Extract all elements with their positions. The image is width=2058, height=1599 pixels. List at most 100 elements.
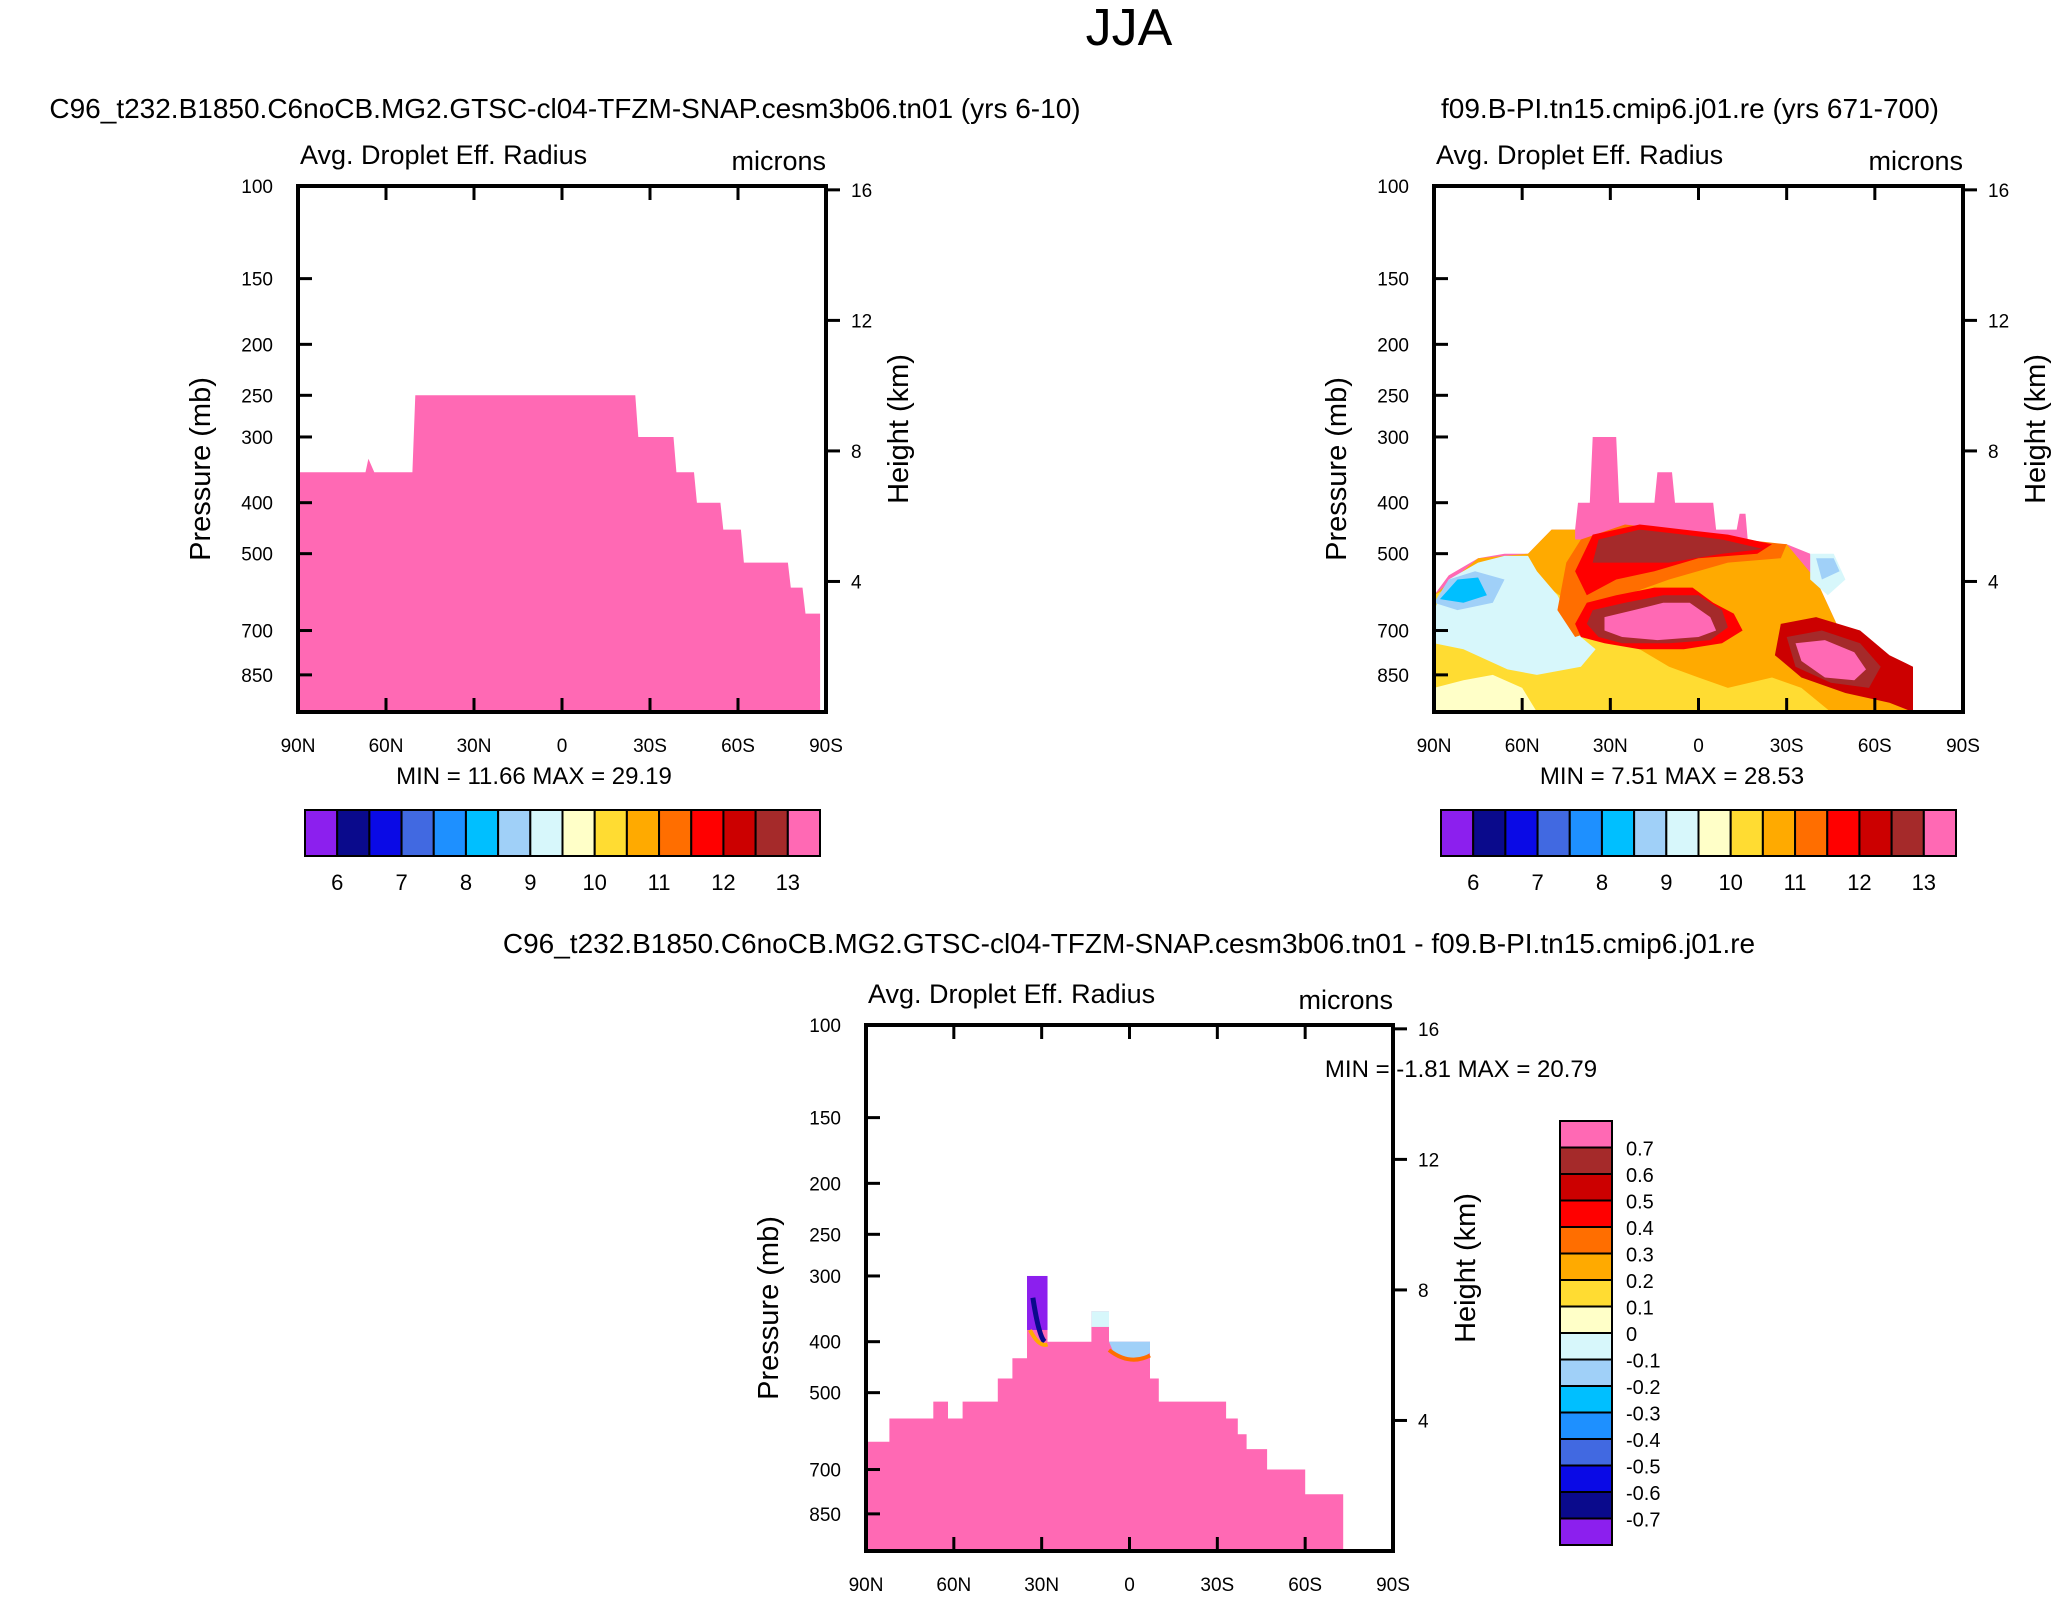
- field-contours: [1027, 1275, 1151, 1362]
- x-axis: 90N 60N 30N 0 30S 60S 90S: [849, 1025, 1410, 1596]
- y-axis: 100 150 200 250 300 400 500 700 850: [241, 177, 312, 687]
- figure-title: JJA: [1086, 0, 1173, 57]
- y-tick-label: 150: [1377, 270, 1409, 291]
- colorbar: 0.7 0.6 0.5 0.4 0.3 0.2 0.1 0 -0.1 -0.2 -0.3 -0.4 -0…: [1559, 1120, 1660, 1546]
- colorbar-swatch: [1504, 809, 1539, 857]
- variable-label: Avg. Droplet Eff. Radius: [868, 979, 1155, 1009]
- units-label: microns: [1298, 985, 1393, 1015]
- colorbar-swatch: [368, 809, 403, 857]
- x-tick-label: 30N: [1593, 736, 1628, 757]
- colorbar-swatch: [336, 809, 371, 857]
- colorbar-swatch: [1890, 809, 1925, 857]
- y2-axis-label: Height (km): [2020, 354, 2052, 504]
- colorbar-label: 9: [1660, 870, 1672, 895]
- colorbar-label: 13: [1912, 870, 1936, 895]
- colorbar-swatch: [1729, 809, 1764, 857]
- colorbar-label: 13: [776, 870, 800, 895]
- y2-axis: 16 12 8 4: [1393, 1020, 1439, 1432]
- field-area: [298, 395, 821, 712]
- colorbar-label: -0.2: [1626, 1377, 1660, 1399]
- plot-field: [298, 395, 821, 712]
- colorbar-label: 8: [1596, 870, 1608, 895]
- y-tick-label: 200: [809, 1174, 841, 1195]
- x-tick-label: 90S: [1376, 1575, 1410, 1596]
- y2-tick-label: 12: [1418, 1150, 1439, 1171]
- colorbar-label: 11: [1784, 870, 1807, 895]
- colorbar-swatch: [754, 809, 789, 857]
- x-tick-label: 0: [1124, 1575, 1135, 1596]
- y-tick-label: 250: [241, 386, 273, 407]
- colorbar-label: -0.6: [1626, 1483, 1660, 1505]
- y-axis-label: Pressure (mb): [753, 1216, 785, 1400]
- variable-label: Avg. Droplet Eff. Radius: [1436, 140, 1723, 170]
- y-tick-label: 500: [809, 1384, 841, 1405]
- colorbar-swatch: [658, 809, 693, 857]
- colorbar-label: 9: [524, 870, 536, 895]
- x-tick-label: 30N: [1024, 1575, 1059, 1596]
- panel-observed: f09.B-PI.tn15.cmip6.j01.re (yrs 671-700)…: [1321, 93, 2052, 895]
- y2-tick-label: 4: [1988, 572, 1999, 593]
- band-violet: [1027, 1275, 1048, 1330]
- y2-tick-label: 12: [1988, 311, 2009, 332]
- units-label: microns: [1868, 146, 1963, 176]
- y-tick-label: 100: [241, 177, 273, 198]
- colorbar-label: 10: [1718, 870, 1742, 895]
- y-axis: 100 150 200 250 300 400 500 700 850: [1377, 177, 1448, 687]
- colorbar-swatch: [304, 809, 339, 857]
- x-tick-label: 0: [557, 736, 568, 757]
- contour-navy: [1030, 1297, 1047, 1344]
- y-tick-label: 500: [1377, 545, 1409, 566]
- colorbar-swatch: [1633, 809, 1668, 857]
- y2-tick-label: 8: [851, 442, 862, 463]
- colorbar-label: 8: [460, 870, 472, 895]
- colorbar-label: 0: [1626, 1324, 1637, 1346]
- colorbar-swatch: [786, 809, 821, 857]
- y-tick-label: 500: [241, 545, 273, 566]
- panel-model: C96_t232.B1850.C6noCB.MG2.GTSC-cl04-TFZM…: [49, 93, 1080, 895]
- field-area: [866, 1276, 1344, 1551]
- colorbar-swatch: [1697, 809, 1732, 857]
- colorbar-swatch: [1826, 809, 1861, 857]
- colorbar-swatch: [464, 809, 500, 857]
- y2-tick-label: 4: [1418, 1411, 1429, 1432]
- colorbar-swatch: [1536, 809, 1571, 857]
- band-lightblue-south: [1816, 558, 1840, 580]
- colorbar-swatch: [1559, 1146, 1613, 1175]
- colorbar-label: -0.7: [1626, 1510, 1660, 1532]
- x-tick-label: 60S: [721, 736, 755, 757]
- plot-field: [1434, 437, 1913, 712]
- min-max-stats: MIN = -1.81 MAX = 20.79: [1325, 1056, 1597, 1083]
- colorbar-swatch: [1472, 809, 1507, 857]
- y2-tick-label: 12: [851, 311, 872, 332]
- colorbar-label: 0.6: [1626, 1165, 1654, 1187]
- colorbar-swatch: [497, 809, 532, 857]
- y-tick-label: 250: [1377, 386, 1409, 407]
- field-contours: [1434, 524, 1913, 712]
- x-tick-label: 90N: [1417, 736, 1452, 757]
- variable-label: Avg. Droplet Eff. Radius: [300, 140, 587, 170]
- y-tick-label: 300: [809, 1267, 841, 1288]
- y2-axis: 16 12 8 4: [1963, 181, 2009, 593]
- y-tick-label: 850: [809, 1505, 841, 1526]
- x-tick-label: 0: [1693, 736, 1704, 757]
- colorbar-label: 11: [648, 870, 671, 895]
- band-pink-mid: [1604, 602, 1717, 641]
- y2-tick-label: 16: [1418, 1020, 1439, 1041]
- colorbar-label: -0.1: [1626, 1351, 1660, 1373]
- y-tick-label: 400: [1377, 494, 1409, 515]
- contour-orange: [1028, 1329, 1049, 1347]
- colorbar-swatch: [625, 809, 661, 857]
- x-axis: 90N 60N 30N 0 30S 60S 90S: [281, 186, 843, 757]
- x-tick-label: 30S: [633, 736, 667, 757]
- band-cyan: [1439, 577, 1487, 603]
- colorbar-swatch: [561, 809, 596, 857]
- x-tick-label: 60S: [1858, 736, 1892, 757]
- y-tick-label: 100: [1377, 177, 1409, 198]
- y-tick-label: 400: [809, 1333, 841, 1354]
- colorbar-swatch: [1559, 1464, 1613, 1493]
- y2-tick-label: 16: [851, 181, 872, 202]
- y-tick-label: 100: [809, 1016, 841, 1037]
- y-tick-label: 700: [241, 622, 273, 643]
- colorbar-label: 6: [331, 870, 343, 895]
- colorbar-swatch: [1559, 1173, 1613, 1202]
